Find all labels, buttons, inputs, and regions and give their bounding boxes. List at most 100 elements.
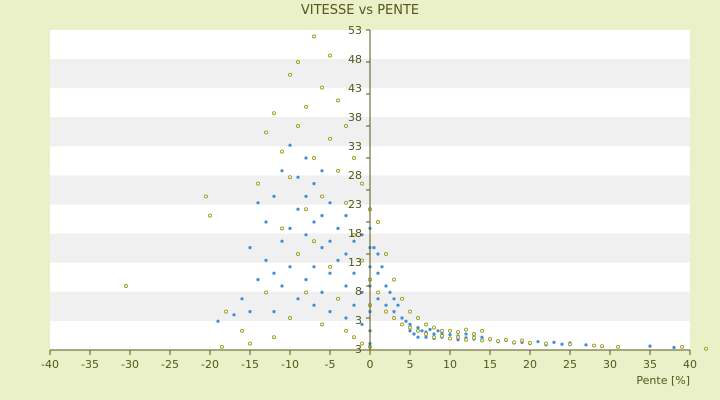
series-0-point-32 xyxy=(320,246,324,250)
series-1-point-83 xyxy=(568,342,572,347)
chart-title: VITESSE vs PENTE xyxy=(301,3,419,18)
series-0-point-22 xyxy=(296,175,300,179)
series-1-point-57 xyxy=(408,309,412,314)
series-1-point-54 xyxy=(400,322,404,327)
x-tick-label-16: 40 xyxy=(683,358,697,371)
series-0-point-66 xyxy=(384,284,388,288)
series-0-point-14 xyxy=(280,169,284,173)
series-0-point-111 xyxy=(672,345,676,350)
series-1-point-15 xyxy=(288,72,292,77)
series-1-point-16 xyxy=(288,175,292,180)
series-0-point-41 xyxy=(336,226,340,230)
series-1-point-73 xyxy=(472,332,476,336)
series-0-point-77 xyxy=(416,335,420,339)
series-1-point-40 xyxy=(352,335,356,340)
series-1-point-11 xyxy=(272,111,276,116)
x-tick-label-1: -35 xyxy=(81,358,99,371)
series-1-point-77 xyxy=(496,339,500,343)
series-0-point-64 xyxy=(380,265,384,269)
series-1-point-36 xyxy=(344,124,348,128)
series-0-point-18 xyxy=(288,143,292,147)
series-0-point-65 xyxy=(384,303,388,307)
series-1-point-23 xyxy=(312,156,316,160)
series-1-point-38 xyxy=(352,232,356,237)
x-tick-label-0: -40 xyxy=(41,358,59,371)
series-1-point-39 xyxy=(352,156,356,160)
series-0-point-35 xyxy=(328,310,332,314)
series-0-point-74 xyxy=(408,329,412,333)
series-1-point-69 xyxy=(456,330,460,335)
x-tick-label-11: 15 xyxy=(483,358,497,371)
series-0-point-36 xyxy=(328,271,332,275)
series-1-point-24 xyxy=(312,34,316,39)
series-1-point-63 xyxy=(432,325,436,330)
series-0-point-17 xyxy=(288,226,292,230)
series-0-point-24 xyxy=(304,233,308,237)
series-0-point-73 xyxy=(404,319,408,323)
series-0-point-89 xyxy=(448,333,452,337)
y-tick-label-2: 8 xyxy=(355,285,362,298)
series-1-point-19 xyxy=(296,60,300,64)
series-0-point-62 xyxy=(376,271,380,275)
series-1-point-13 xyxy=(280,226,284,231)
series-1-point-49 xyxy=(376,220,380,224)
x-tick-label-15: 35 xyxy=(643,358,657,371)
series-1-point-8 xyxy=(264,290,268,295)
series-0-point-1 xyxy=(232,313,236,317)
y-tick-label-7: 33 xyxy=(348,140,362,153)
series-1-point-75 xyxy=(480,328,484,333)
x-tick-label-9: 5 xyxy=(407,358,414,371)
series-0-point-79 xyxy=(420,329,424,333)
x-axis-ticks: -40 -35 -30 -25 -20 -15 -10 -5 0 5 10 15 20 25 30 35 40 xyxy=(41,350,697,371)
series-0-point-82 xyxy=(428,327,432,332)
series-1-point-72 xyxy=(472,335,476,340)
series-0-point-29 xyxy=(312,220,316,224)
series-0-point-2 xyxy=(240,297,244,301)
series-1-point-43 xyxy=(360,341,364,346)
series-1-point-0 xyxy=(124,284,128,288)
series-0-point-31 xyxy=(320,290,324,294)
series-1-point-74 xyxy=(480,338,484,343)
y-tick-label-1: 3 xyxy=(355,314,362,327)
x-tick-label-2: -30 xyxy=(121,358,139,371)
series-1-point-88 xyxy=(704,346,708,351)
x-axis-label: Pente [%] xyxy=(636,374,690,387)
series-0-point-42 xyxy=(344,316,348,320)
series-0-point-7 xyxy=(264,258,268,262)
series-1-point-80 xyxy=(520,338,524,343)
series-1-point-37 xyxy=(344,328,348,333)
y-tick-label-0: 3 xyxy=(355,343,362,356)
series-1-point-71 xyxy=(464,327,468,332)
series-1-point-17 xyxy=(296,124,300,128)
series-1-point-55 xyxy=(400,296,404,301)
series-0-point-70 xyxy=(396,303,400,307)
y-tick-label-6: 28 xyxy=(348,169,362,182)
y-tick-label-11: 53 xyxy=(348,24,362,37)
series-0-point-63 xyxy=(376,252,380,256)
series-1-point-14 xyxy=(288,316,292,320)
x-tick-label-3: -25 xyxy=(161,358,179,371)
series-0-point-43 xyxy=(344,284,348,288)
series-0-point-11 xyxy=(272,194,276,198)
x-tick-label-13: 25 xyxy=(563,358,577,371)
series-0-point-52 xyxy=(360,233,364,237)
series-0-point-8 xyxy=(264,220,268,224)
series-1-point-85 xyxy=(600,344,604,349)
series-1-point-35 xyxy=(344,200,348,205)
series-1-point-12 xyxy=(280,149,284,154)
series-olive-points xyxy=(124,34,708,351)
series-1-point-5 xyxy=(240,328,244,333)
y-tick-label-5: 23 xyxy=(348,198,362,211)
series-1-point-65 xyxy=(440,328,444,333)
series-0-point-72 xyxy=(400,316,404,320)
series-1-point-34 xyxy=(336,296,340,301)
x-tick-label-5: -15 xyxy=(241,358,259,371)
series-0-point-85 xyxy=(436,329,440,333)
series-0-point-5 xyxy=(256,278,260,282)
series-1-point-33 xyxy=(336,98,340,103)
series-0-point-27 xyxy=(312,303,316,307)
series-1-point-9 xyxy=(264,130,268,135)
series-0-point-67 xyxy=(388,290,392,294)
series-1-point-22 xyxy=(304,290,308,295)
